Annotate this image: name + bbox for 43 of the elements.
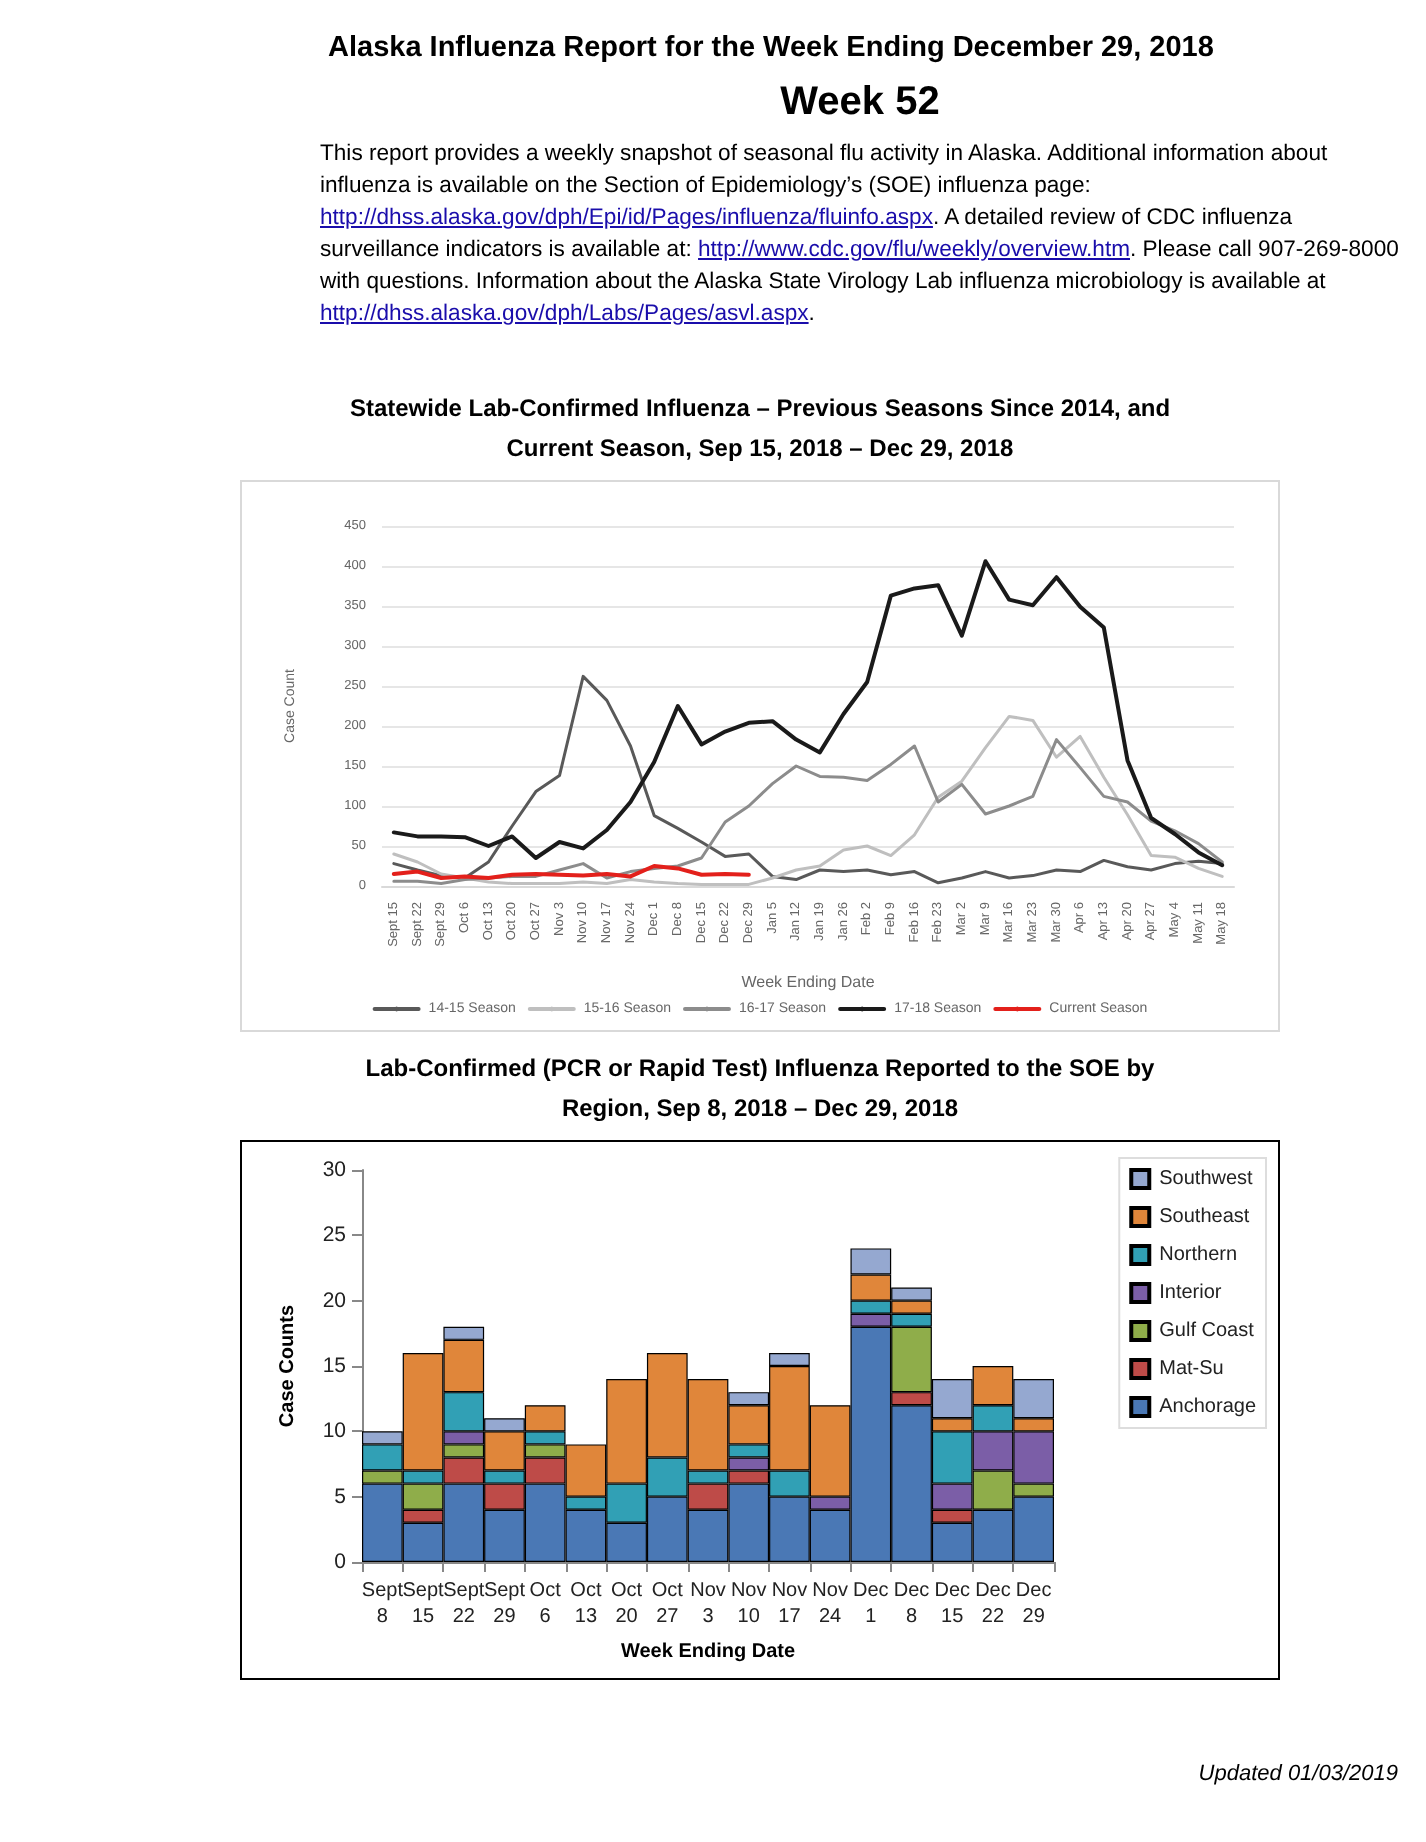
line-series: [391, 559, 1225, 868]
x-tick-label: Sept 22: [443, 1580, 485, 1628]
legend-label: Southwest: [1159, 1168, 1254, 1190]
x-tick-label: Dec 8: [893, 1580, 930, 1628]
x-tick-label: Dec 1: [853, 1580, 889, 1628]
text: Week 52: [778, 80, 942, 126]
x-tick-label: Oct 6: [529, 1580, 562, 1628]
chart-title: Statewide Lab-Confirmed Influenza – Previous Seasons Since 2014, and Current Season, Sep 15, 2018 – Dec 29, 2018: [347, 392, 1173, 466]
text: Updated 01/03/2019: [1198, 1762, 1398, 1786]
x-tick-label: Nov 24: [812, 1580, 848, 1628]
x-tick-label: Nov 10: [730, 1580, 767, 1628]
line-series: [391, 864, 751, 880]
x-tick-label: Nov 3: [690, 1580, 726, 1628]
y-tick-label: 15: [322, 1354, 347, 1378]
x-tick-label: Nov 17: [771, 1580, 808, 1628]
legend-label: Mat-Su: [1159, 1358, 1224, 1380]
x-tick-label: Sept 8: [361, 1580, 404, 1628]
text: Alaska Influenza Report for the Week Ending December 29, 2018: [328, 32, 1216, 64]
y-tick-label: 5: [334, 1484, 347, 1509]
x-axis-title: Week Ending Date: [741, 973, 876, 991]
y-tick-label: 10: [322, 1419, 347, 1444]
x-tick-label: Dec 15: [934, 1580, 971, 1628]
chart-title: Lab-Confirmed (PCR or Rapid Test) Influenza Reported to the SOE by Region, Sep 8, 2018 – Dec 29, 2018: [363, 1052, 1157, 1126]
x-tick-label: Sept 29: [483, 1580, 526, 1628]
legend-label: Interior: [1159, 1282, 1223, 1304]
y-tick-label: 20: [322, 1288, 347, 1313]
text: This report provides a weekly snapshot of seasonal flu activity in Alaska. Additional information about influenza is available on the Section of Epidemiology’s (SOE) influenza page: http://dhss.alaska.gov/dph/Epi/id/Pages/influenza/fluinfo.aspx. A detailed review of CDC influenza surveillance indicators is available at: http://www.cdc.gov/flu/weekly/overview.htm. Please call 907-269-8000 with questions. Information about the Alaska State Virology Lab influenza microbiology is available at http://dhss.alaska.gov/dph/Labs/Pages/asvl.aspx.: [320, 142, 1399, 326]
x-tick-label: Oct 20: [611, 1580, 643, 1628]
legend-label: Southeast: [1159, 1206, 1250, 1228]
line-series: [392, 674, 1224, 885]
x-tick-label: Dec 22: [975, 1580, 1011, 1628]
legend-label: Anchorage: [1159, 1396, 1257, 1418]
y-tick-label: 30: [322, 1158, 347, 1182]
y-tick-label: 25: [322, 1223, 347, 1248]
x-tick-label: Sept 15: [402, 1580, 445, 1628]
x-tick-label: Dec 29: [1015, 1580, 1052, 1628]
legend-label: Northern: [1159, 1244, 1238, 1266]
y-axis-title: Case Counts: [277, 1304, 299, 1428]
x-axis-title: Week Ending Date: [620, 1641, 796, 1663]
x-tick-label: Oct 13: [570, 1580, 602, 1628]
legend-label: Gulf Coast: [1159, 1320, 1255, 1342]
x-tick-label: Oct 27: [651, 1580, 684, 1628]
y-tick-label: 0: [334, 1550, 347, 1574]
